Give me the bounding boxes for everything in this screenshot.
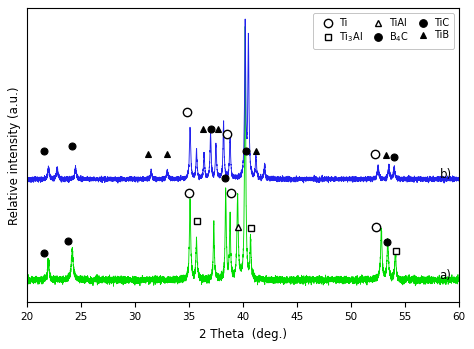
X-axis label: 2 Theta  (deg.): 2 Theta (deg.) [199,328,287,341]
Legend: Ti, Ti$_3$Al, TiAl, B$_4$C, TiC, TiB: Ti, Ti$_3$Al, TiAl, B$_4$C, TiC, TiB [313,13,454,49]
Y-axis label: Relative intensity (a.u.): Relative intensity (a.u.) [9,86,21,225]
Text: b): b) [440,168,452,181]
Text: a): a) [440,269,452,282]
